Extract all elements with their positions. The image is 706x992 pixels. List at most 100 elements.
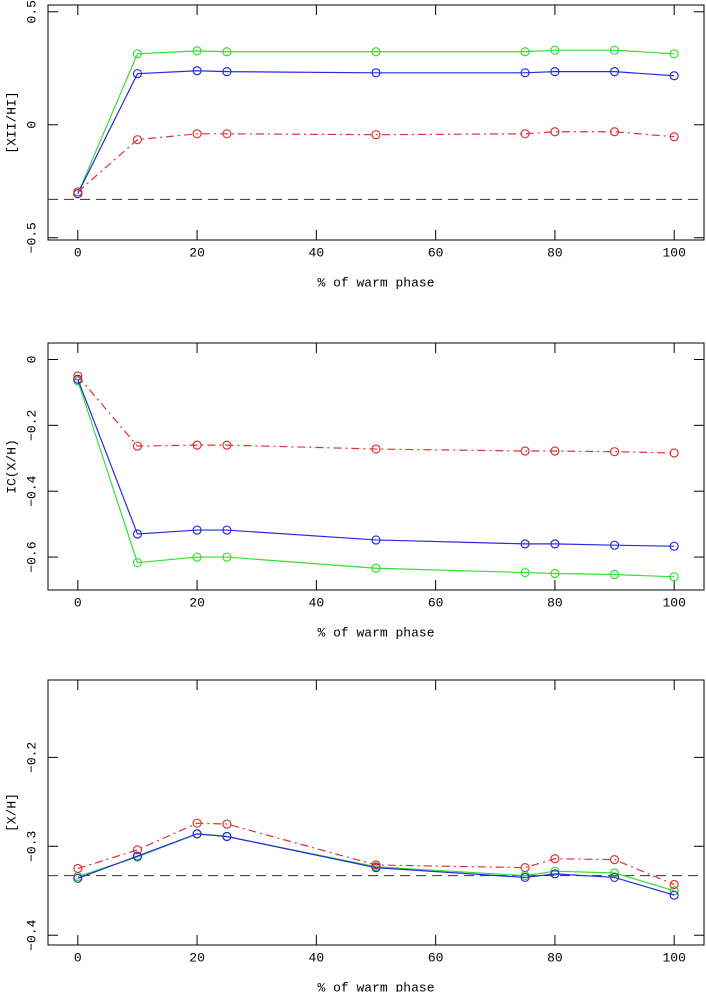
- data-point: [222, 129, 232, 139]
- data-point: [222, 67, 232, 77]
- x-tick-label: 20: [189, 245, 205, 260]
- x-tick-label: 100: [662, 950, 685, 965]
- y-tick-label: 0: [24, 121, 39, 129]
- data-point: [371, 444, 381, 454]
- x-tick-label: 80: [547, 595, 563, 610]
- series-line: [77, 380, 675, 578]
- data-point: [520, 446, 530, 456]
- data-point: [192, 818, 202, 828]
- data-point: [520, 567, 530, 578]
- data-point: [609, 569, 620, 580]
- data-point: [192, 440, 202, 450]
- data-point: [222, 47, 232, 57]
- y-tick-label: −0.4: [24, 475, 39, 506]
- x-tick-label: 20: [189, 950, 205, 965]
- x-tick-label: 0: [74, 950, 82, 965]
- x-tick-label: 0: [74, 245, 82, 260]
- x-tick-label: 60: [428, 595, 444, 610]
- series-line: [77, 379, 675, 547]
- y-axis-label: [XII/HI]: [4, 91, 19, 153]
- y-tick-label: −0.6: [24, 541, 39, 572]
- x-tick-label: 100: [662, 595, 685, 610]
- series-line: [77, 833, 675, 896]
- x-tick-label: 40: [309, 595, 325, 610]
- x-tick-label: 60: [428, 245, 444, 260]
- data-point: [73, 187, 83, 197]
- data-point: [132, 845, 143, 855]
- y-tick-label: 0: [24, 356, 39, 364]
- y-tick-label: 0.5: [24, 0, 39, 23]
- data-point: [669, 49, 679, 59]
- data-point: [132, 529, 143, 539]
- y-tick-label: −0.4: [24, 919, 39, 950]
- data-point: [550, 45, 560, 55]
- plot-frame: [47, 679, 705, 946]
- x-axis-label: % of warm phase: [317, 275, 434, 290]
- data-point: [132, 135, 143, 145]
- data-point: [222, 552, 232, 562]
- x-tick-label: 20: [189, 595, 205, 610]
- data-point: [371, 68, 381, 78]
- data-point: [669, 448, 679, 458]
- data-point: [609, 447, 620, 457]
- data-point: [550, 539, 560, 549]
- data-point: [371, 535, 381, 545]
- data-point: [609, 45, 620, 55]
- x-axis-label: % of warm phase: [317, 625, 434, 640]
- series-line: [77, 70, 675, 194]
- data-point: [669, 132, 679, 142]
- data-point: [132, 558, 143, 568]
- x-tick-label: 80: [547, 950, 563, 965]
- data-point: [132, 69, 143, 79]
- data-point: [371, 863, 381, 873]
- data-point: [222, 440, 232, 450]
- data-point: [192, 552, 202, 562]
- data-point: [609, 127, 620, 137]
- plot-frame: [47, 4, 705, 241]
- data-point: [669, 879, 679, 890]
- data-point: [609, 540, 620, 550]
- data-point: [550, 67, 560, 77]
- data-point: [222, 819, 232, 829]
- data-point: [132, 441, 143, 451]
- data-point: [371, 563, 381, 573]
- data-point: [132, 49, 143, 59]
- x-axis-label: % of warm phase: [317, 980, 434, 992]
- data-point: [669, 541, 679, 551]
- data-point: [669, 890, 679, 900]
- x-tick-label: 80: [547, 245, 563, 260]
- data-point: [73, 863, 83, 874]
- data-point: [550, 127, 560, 137]
- data-point: [609, 67, 620, 77]
- y-tick-label: −0.2: [24, 410, 39, 441]
- x-tick-label: 0: [74, 595, 82, 610]
- data-point: [371, 130, 381, 140]
- data-point: [132, 851, 143, 861]
- data-point: [520, 863, 530, 873]
- x-tick-label: 60: [428, 950, 444, 965]
- data-point: [371, 860, 381, 870]
- data-point: [73, 371, 83, 381]
- y-axis-label: IC(X/H): [4, 439, 19, 494]
- plot-frame: [47, 342, 705, 591]
- x-tick-label: 40: [309, 950, 325, 965]
- y-axis-label: [X/H]: [4, 793, 19, 832]
- x-tick-label: 40: [309, 245, 325, 260]
- data-point: [520, 872, 530, 883]
- data-point: [520, 129, 530, 139]
- y-tick-label: −0.5: [24, 222, 39, 253]
- data-point: [550, 446, 560, 456]
- data-point: [609, 855, 620, 865]
- data-point: [192, 46, 202, 56]
- data-point: [520, 68, 530, 78]
- data-point: [550, 854, 560, 864]
- data-point: [192, 66, 202, 76]
- data-point: [192, 525, 202, 535]
- series-line: [77, 822, 675, 886]
- data-point: [550, 869, 560, 879]
- data-point: [520, 47, 530, 57]
- series-line: [77, 131, 675, 193]
- data-point: [192, 129, 202, 139]
- data-point: [669, 572, 679, 582]
